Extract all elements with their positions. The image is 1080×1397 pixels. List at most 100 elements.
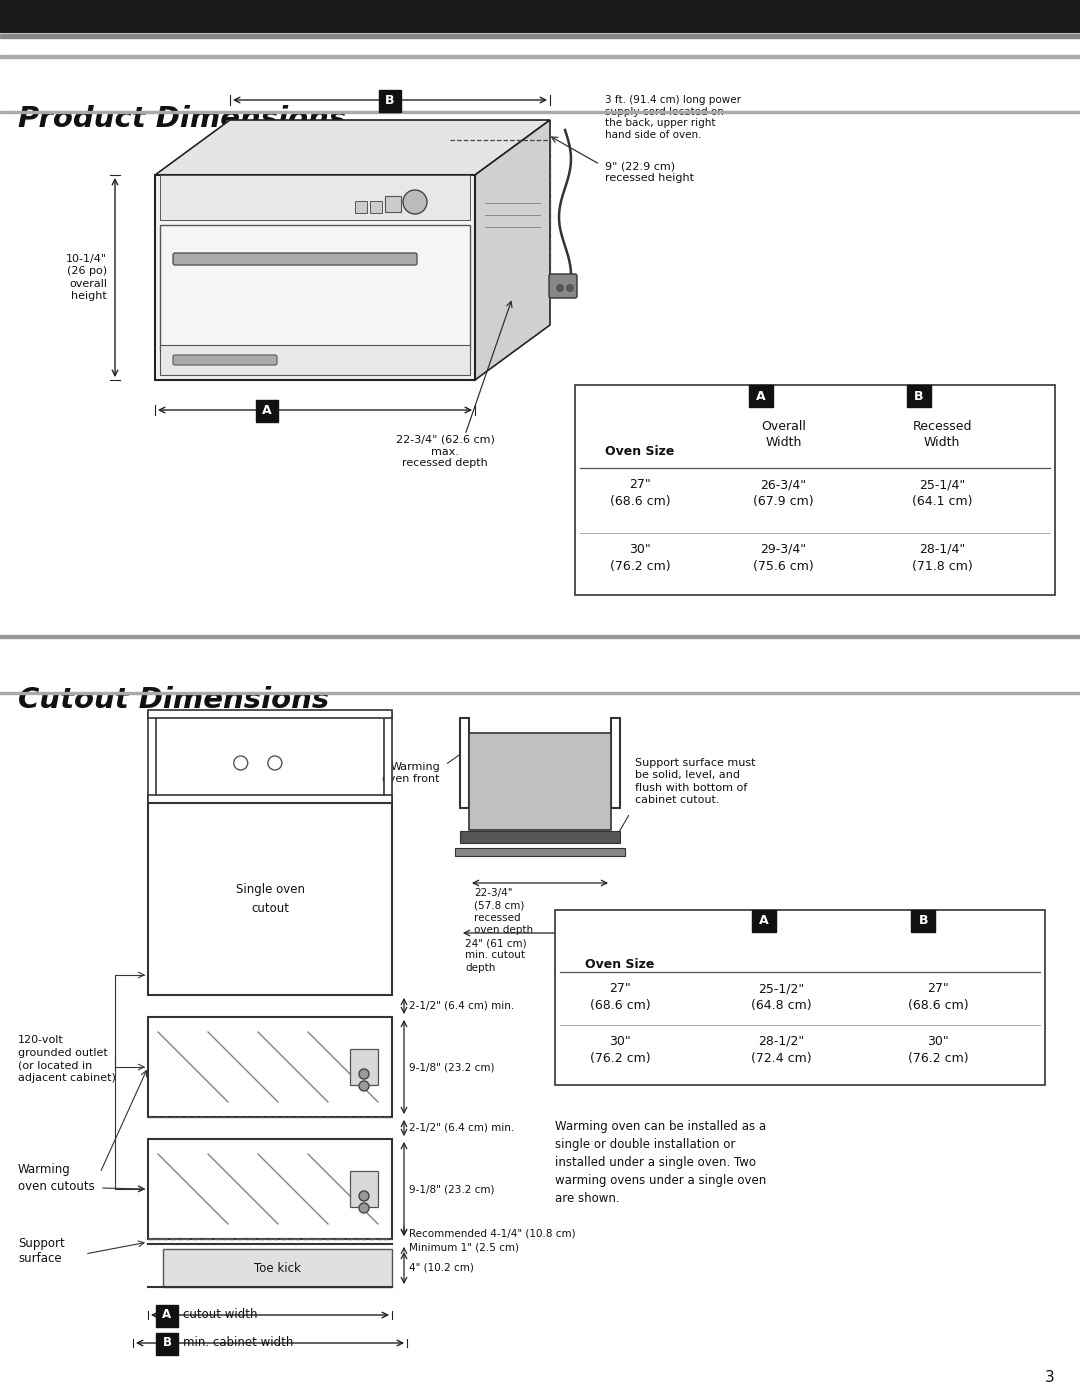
Circle shape [359, 1069, 369, 1078]
Bar [148, 795, 392, 803]
FancyBboxPatch shape [173, 355, 276, 365]
Bar [350, 1171, 378, 1207]
Bar [0, 110, 1080, 113]
Circle shape [359, 1192, 369, 1201]
Text: Minimum 1" (2.5 cm): Minimum 1" (2.5 cm) [409, 1242, 519, 1252]
Bar [0, 54, 1080, 59]
FancyBboxPatch shape [549, 274, 577, 298]
Text: Warming
oven front: Warming oven front [382, 761, 440, 784]
Text: (67.9 cm): (67.9 cm) [753, 495, 814, 509]
Bar [256, 400, 278, 422]
Text: 4" (10.2 cm): 4" (10.2 cm) [409, 1263, 474, 1273]
Text: 9-1/8" (23.2 cm): 9-1/8" (23.2 cm) [409, 1062, 495, 1071]
Bar [156, 1305, 178, 1327]
Text: 9" (22.9 cm)
recessed height: 9" (22.9 cm) recessed height [605, 162, 694, 183]
Text: (75.6 cm): (75.6 cm) [753, 560, 814, 573]
Text: (64.1 cm): (64.1 cm) [912, 495, 972, 509]
Text: (76.2 cm): (76.2 cm) [590, 1052, 650, 1065]
Bar [907, 386, 931, 407]
Bar [163, 1249, 392, 1287]
Text: 25-1/4": 25-1/4" [919, 478, 966, 490]
Text: 24" (61 cm)
min. cutout
depth: 24" (61 cm) min. cutout depth [465, 937, 527, 972]
Bar [384, 712, 392, 803]
Bar [160, 225, 470, 351]
Circle shape [403, 190, 427, 214]
Text: 30": 30" [928, 1035, 949, 1048]
Text: min. cabinet width: min. cabinet width [183, 1337, 294, 1350]
Bar [160, 345, 470, 374]
Bar [469, 733, 611, 830]
Text: (68.6 cm): (68.6 cm) [908, 999, 969, 1011]
Bar [455, 848, 625, 856]
Text: 27": 27" [609, 982, 631, 995]
Circle shape [359, 1081, 369, 1091]
Text: cutout width: cutout width [183, 1309, 257, 1322]
Circle shape [556, 284, 564, 292]
Text: Support
surface: Support surface [18, 1236, 65, 1266]
Bar [160, 175, 470, 219]
Bar [148, 1017, 392, 1118]
Text: A: A [756, 390, 766, 402]
Text: Overall
Width: Overall Width [761, 420, 806, 448]
Bar [350, 1049, 378, 1085]
Text: 22-3/4"
(57.8 cm)
recessed
oven depth: 22-3/4" (57.8 cm) recessed oven depth [474, 888, 534, 935]
Text: (76.2 cm): (76.2 cm) [908, 1052, 969, 1065]
Bar [370, 201, 382, 212]
Text: B: B [919, 915, 928, 928]
Text: (72.4 cm): (72.4 cm) [752, 1052, 812, 1065]
Text: A: A [758, 915, 768, 928]
Text: 30": 30" [630, 543, 651, 556]
Text: Warming
oven cutouts: Warming oven cutouts [18, 1164, 95, 1193]
Text: 28-1/2": 28-1/2" [758, 1035, 805, 1048]
Bar [0, 636, 1080, 638]
Text: 22-3/4" (62.6 cm)
max.
recessed depth: 22-3/4" (62.6 cm) max. recessed depth [395, 434, 495, 468]
Text: 2-1/2" (6.4 cm) min.: 2-1/2" (6.4 cm) min. [409, 1002, 514, 1011]
Bar [148, 710, 392, 718]
Text: Product Dimensions: Product Dimensions [18, 105, 347, 133]
Text: 120-volt
grounded outlet
(or located in
adjacent cabinet): 120-volt grounded outlet (or located in … [18, 1035, 116, 1083]
Text: 10-1/4"
(26 po)
overall
height: 10-1/4" (26 po) overall height [66, 254, 107, 302]
Text: 3 ft. (91.4 cm) long power
supply cord located on
the back, upper right
hand sid: 3 ft. (91.4 cm) long power supply cord l… [605, 95, 741, 140]
Text: 3: 3 [1045, 1369, 1055, 1384]
Bar [752, 909, 775, 932]
Bar [575, 386, 1055, 595]
Bar [148, 803, 392, 995]
Text: (76.2 cm): (76.2 cm) [610, 560, 671, 573]
Text: Cutout Dimensions: Cutout Dimensions [18, 686, 329, 714]
Text: 27": 27" [928, 982, 949, 995]
Text: Toe kick: Toe kick [254, 1261, 300, 1274]
Bar [156, 175, 475, 380]
Polygon shape [475, 120, 550, 380]
Bar [384, 196, 401, 212]
Bar [148, 1139, 392, 1239]
Circle shape [359, 1203, 369, 1213]
Bar [555, 909, 1045, 1085]
Text: Oven Size: Oven Size [605, 446, 675, 458]
Circle shape [566, 284, 573, 292]
Text: Warming oven can be installed as a
single or double installation or
installed un: Warming oven can be installed as a singl… [555, 1120, 766, 1206]
Text: (68.6 cm): (68.6 cm) [590, 999, 650, 1011]
Text: Recessed
Width: Recessed Width [913, 420, 972, 448]
Circle shape [233, 756, 247, 770]
Text: 25-1/2": 25-1/2" [758, 982, 805, 995]
Text: 2-1/2" (6.4 cm) min.: 2-1/2" (6.4 cm) min. [409, 1123, 514, 1133]
Text: 30": 30" [609, 1035, 631, 1048]
Bar [611, 718, 620, 807]
Bar [460, 718, 469, 807]
Text: Support surface must
be solid, level, and
flush with bottom of
cabinet cutout.: Support surface must be solid, level, an… [635, 759, 756, 805]
Text: Recommended 4-1/4" (10.8 cm): Recommended 4-1/4" (10.8 cm) [409, 1229, 576, 1239]
Text: A: A [262, 404, 272, 416]
FancyBboxPatch shape [173, 253, 417, 265]
Bar [379, 89, 401, 112]
Text: (71.8 cm): (71.8 cm) [912, 560, 972, 573]
Text: 26-3/4": 26-3/4" [760, 478, 807, 490]
Bar [156, 1333, 178, 1355]
Text: A: A [162, 1309, 172, 1322]
Bar [355, 201, 367, 212]
Text: 28-1/4": 28-1/4" [919, 543, 966, 556]
Bar [748, 386, 772, 407]
Text: B: B [162, 1337, 172, 1350]
Bar [460, 831, 620, 842]
Text: Oven Size: Oven Size [585, 958, 654, 971]
Text: Single oven
cutout: Single oven cutout [235, 883, 305, 915]
